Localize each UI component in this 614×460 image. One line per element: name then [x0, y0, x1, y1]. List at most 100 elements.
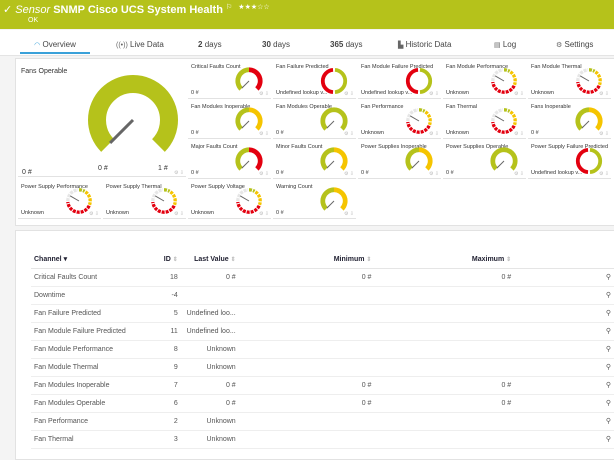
- cell-channel[interactable]: Downtime: [31, 286, 153, 305]
- gauge-tools-icon[interactable]: ⚙ ⇩: [258, 91, 269, 97]
- gauge-tools-icon[interactable]: ⚙ ⇩: [428, 171, 439, 177]
- gauge-tools-icon[interactable]: ⚙ ⇩: [428, 91, 439, 97]
- channel-settings-icon[interactable]: ⚲: [514, 376, 614, 395]
- gauge-tools-icon[interactable]: ⚙ ⇩: [258, 171, 269, 177]
- channel-settings-icon[interactable]: ⚲: [514, 394, 614, 413]
- gauge-warning-count[interactable]: Warning Count 0 # ⚙ ⇩: [273, 181, 356, 219]
- gauge-fan-performance[interactable]: Fan Performance Unknown ⚙ ⇩: [358, 101, 441, 139]
- channel-settings-icon[interactable]: ⚲: [514, 322, 614, 341]
- table-row[interactable]: Fan Performance 2 Unknown ⚲: [31, 412, 614, 431]
- tab-settings[interactable]: ⚙ Settings: [556, 40, 594, 49]
- column-id[interactable]: ID ⇕: [152, 251, 181, 269]
- gauge-tools-icon[interactable]: ⚙ ⇩: [343, 171, 354, 177]
- channel-settings-icon[interactable]: ⚲: [514, 412, 614, 431]
- gauge-title: Fan Failure Predicted: [276, 64, 329, 70]
- gauge-tools-icon[interactable]: ⚙ ⇩: [258, 131, 269, 137]
- gauge-title: Fan Module Thermal: [531, 64, 582, 70]
- gauge-power-supply-thermal[interactable]: Power Supply Thermal Unknown ⚙ ⇩: [103, 181, 186, 219]
- gauge-value: 0 #: [22, 169, 32, 176]
- cell-channel[interactable]: Fan Modules Operable: [31, 394, 153, 413]
- flag-icon[interactable]: ⚐: [226, 4, 233, 11]
- gauge-arc-gray: [491, 68, 504, 82]
- cell-channel[interactable]: Fan Failure Predicted: [31, 304, 153, 323]
- gauge-power-supply-performance[interactable]: Power Supply Performance Unknown ⚙ ⇩: [18, 181, 101, 219]
- column-channel[interactable]: Channel ▾: [31, 251, 153, 269]
- column-minimum[interactable]: Minimum ⇕: [238, 251, 375, 269]
- channel-settings-icon[interactable]: ⚲: [514, 340, 614, 359]
- channel-settings-icon[interactable]: ⚲: [514, 358, 614, 377]
- gauge-power-supply-failure-predicted[interactable]: Power Supply Failure Predicted Undefined …: [528, 141, 611, 179]
- cell-channel[interactable]: Fan Performance: [31, 412, 153, 431]
- table-row[interactable]: Fan Module Failure Predicted 11 Undefined …: [31, 322, 614, 341]
- gauge-tools-icon[interactable]: ⚙ ⇩: [343, 91, 354, 97]
- priority-stars[interactable]: ★★★☆☆: [238, 4, 270, 11]
- gauge-fan-module-failure-predicted[interactable]: Fan Module Failure Predicted Undefined lo…: [358, 61, 441, 99]
- gauge-tools-icon[interactable]: ⚙ ⇩: [598, 131, 609, 137]
- gauge-tools-icon[interactable]: ⚙ ⇩: [258, 211, 269, 217]
- table-row[interactable]: Fan Failure Predicted 5 Undefined loo... ⚲: [31, 304, 614, 323]
- gauge-tools-icon[interactable]: ⚙ ⇩: [598, 91, 609, 97]
- gauge-tools-icon[interactable]: ⚙ ⇩: [513, 131, 524, 137]
- gauge-fan-module-performance[interactable]: Fan Module Performance Unknown ⚙ ⇩: [443, 61, 526, 99]
- table-row[interactable]: Fan Thermal 3 Unknown ⚲: [31, 430, 614, 449]
- gauge-tools-icon[interactable]: ⚙ ⇩: [173, 170, 184, 176]
- gauge-fan-modules-inoperable[interactable]: Fan Modules Inoperable 0 # ⚙ ⇩: [188, 101, 271, 139]
- gauge-critical-faults-count[interactable]: Critical Faults Count 0 # ⚙ ⇩: [188, 61, 271, 99]
- cell-minimum: 0 #: [238, 376, 375, 395]
- gauge-minor-faults-count[interactable]: Minor Faults Count 0 # ⚙ ⇩: [273, 141, 356, 179]
- gauge-arc-green: [589, 147, 603, 175]
- gauge-fan-failure-predicted[interactable]: Fan Failure Predicted Undefined lookup v.…: [273, 61, 356, 99]
- tab-historic-data[interactable]: ▙ Historic Data: [398, 40, 452, 49]
- tab-30-days[interactable]: 30 days: [262, 40, 291, 49]
- cell-channel[interactable]: Fan Module Performance: [31, 340, 153, 359]
- gauge-arc-gray: [491, 108, 504, 122]
- gauge-tools-icon[interactable]: ⚙ ⇩: [343, 211, 354, 217]
- column-maximum[interactable]: Maximum ⇕: [374, 251, 515, 269]
- channel-settings-icon[interactable]: ⚲: [514, 286, 614, 305]
- tab-2-days[interactable]: 2 days: [198, 40, 222, 49]
- gauge-tools-icon[interactable]: ⚙ ⇩: [513, 171, 524, 177]
- gauge-fan-module-thermal[interactable]: Fan Module Thermal Unknown ⚙ ⇩: [528, 61, 611, 99]
- table-row[interactable]: Fan Module Thermal 9 Unknown ⚲: [31, 358, 614, 377]
- tab-live-data[interactable]: ((•)) Live Data: [116, 40, 164, 49]
- channel-settings-icon[interactable]: ⚲: [514, 268, 614, 287]
- gauge-arc-gray: [151, 188, 164, 202]
- table-row[interactable]: Critical Faults Count 18 0 #0 #0 # ⚲: [31, 268, 614, 287]
- cell-maximum: 0 #: [374, 394, 515, 413]
- gauge-tools-icon[interactable]: ⚙ ⇩: [598, 171, 609, 177]
- column-last-value[interactable]: Last Value ⇕: [180, 251, 239, 269]
- gauge-value: Undefined lookup v...: [531, 170, 583, 176]
- tab-365-days[interactable]: 365 days: [330, 40, 363, 49]
- table-row[interactable]: Downtime -4 ⚲: [31, 286, 614, 305]
- channel-settings-icon[interactable]: ⚲: [514, 430, 614, 449]
- gauge-tools-icon[interactable]: ⚙ ⇩: [173, 211, 184, 217]
- table-row[interactable]: Fan Module Performance 8 Unknown ⚲: [31, 340, 614, 359]
- tab-overview[interactable]: ◠ Overview: [20, 40, 90, 54]
- cell-channel[interactable]: Fan Thermal: [31, 430, 153, 449]
- cell-channel[interactable]: Fan Modules Inoperable: [31, 376, 153, 395]
- gauge-arc-red: [576, 81, 601, 94]
- gauge-arc-red: [406, 121, 431, 134]
- gauge-fan-thermal[interactable]: Fan Thermal Unknown ⚙ ⇩: [443, 101, 526, 139]
- tab-log[interactable]: ▤ Log: [494, 40, 517, 49]
- gauge-needle: [411, 160, 420, 169]
- gauge-fans-inoperable[interactable]: Fans Inoperable 0 # ⚙ ⇩: [528, 101, 611, 139]
- gauge-major-faults-count[interactable]: Major Faults Count 0 # ⚙ ⇩: [188, 141, 271, 179]
- cell-channel[interactable]: Fan Module Thermal: [31, 358, 153, 377]
- gauge-tools-icon[interactable]: ⚙ ⇩: [513, 91, 524, 97]
- gauge-fans-operable[interactable]: Fans Operable 0 # 0 # 1 # ⚙ ⇩: [18, 61, 186, 177]
- gauge-power-supplies-operable[interactable]: Power Supplies Operable 0 # ⚙ ⇩: [443, 141, 526, 179]
- gauge-tools-icon[interactable]: ⚙ ⇩: [428, 131, 439, 137]
- gauge-tools-icon[interactable]: ⚙ ⇩: [88, 211, 99, 217]
- cell-channel[interactable]: Fan Module Failure Predicted: [31, 322, 153, 341]
- gauge-fan-modules-operable[interactable]: Fan Modules Operable 0 # ⚙ ⇩: [273, 101, 356, 139]
- cell-channel[interactable]: Critical Faults Count: [31, 268, 153, 287]
- table-row[interactable]: Fan Modules Inoperable 7 0 #0 #0 # ⚲: [31, 376, 614, 395]
- table-row[interactable]: Fan Modules Operable 6 0 #0 #0 # ⚲: [31, 394, 614, 413]
- gauge-arc-green: [588, 68, 596, 73]
- gauge-tools-icon[interactable]: ⚙ ⇩: [343, 131, 354, 137]
- cell-maximum: 0 #: [374, 376, 515, 395]
- channel-settings-icon[interactable]: ⚲: [514, 304, 614, 323]
- gauge-power-supplies-inoperable[interactable]: Power Supplies Inoperable 0 # ⚙ ⇩: [358, 141, 441, 179]
- gauge-power-supply-voltage[interactable]: Power Supply Voltage Unknown ⚙ ⇩: [188, 181, 271, 219]
